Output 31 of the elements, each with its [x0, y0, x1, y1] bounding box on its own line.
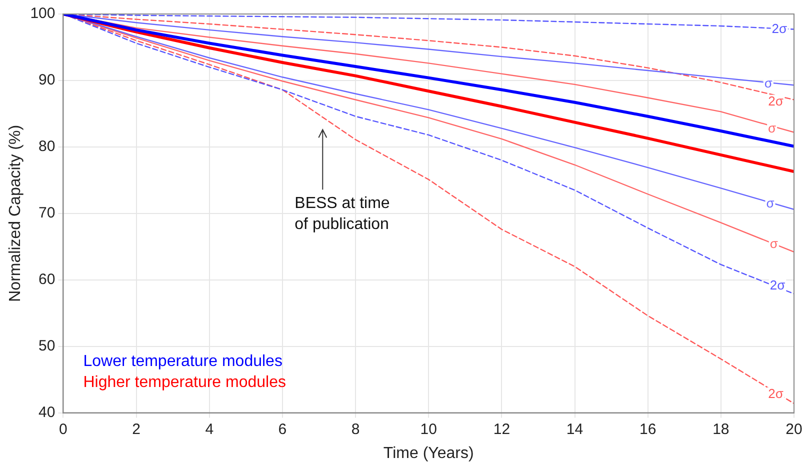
- text: Lower temperature modules: [83, 353, 282, 370]
- y-tick-label: 90: [38, 72, 56, 89]
- annotation: 2σ: [768, 93, 784, 108]
- y-tick-label: 80: [38, 138, 56, 156]
- y-tick-label: 60: [38, 271, 56, 288]
- x-tick-label: 2: [132, 420, 140, 438]
- annotation: σ: [768, 120, 776, 136]
- x-tick-label: 6: [278, 420, 287, 438]
- y-tick-label: 100: [30, 5, 56, 22]
- x-tick-label: 12: [493, 420, 510, 438]
- annotation: BESS at time of publication: [294, 195, 390, 234]
- x-tick-label: 0: [59, 420, 68, 438]
- y-tick-label: 40: [38, 404, 56, 421]
- x-tick-label: 14: [566, 420, 584, 438]
- x-axis-title: Time (Years): [383, 444, 474, 462]
- annotation: σ: [766, 196, 774, 211]
- annotation: 2σ: [770, 277, 786, 292]
- annotation: 2σ: [768, 386, 784, 401]
- x-tick-label: 20: [786, 420, 802, 438]
- annotation: σ: [770, 236, 778, 252]
- x-tick-label: 10: [420, 420, 437, 438]
- y-tick-label: 70: [38, 204, 56, 222]
- x-tick-label: 18: [712, 420, 730, 438]
- text: Higher temperature modules: [83, 374, 286, 392]
- annotation: σ: [764, 75, 772, 90]
- y-axis-title: Normalized Capacity (%): [7, 124, 24, 302]
- annotation: 2σ: [772, 20, 788, 36]
- x-tick-label: 8: [351, 420, 360, 438]
- x-tick-label: 16: [640, 420, 656, 438]
- x-tick-label: 4: [205, 420, 214, 438]
- y-tick-label: 50: [38, 337, 56, 354]
